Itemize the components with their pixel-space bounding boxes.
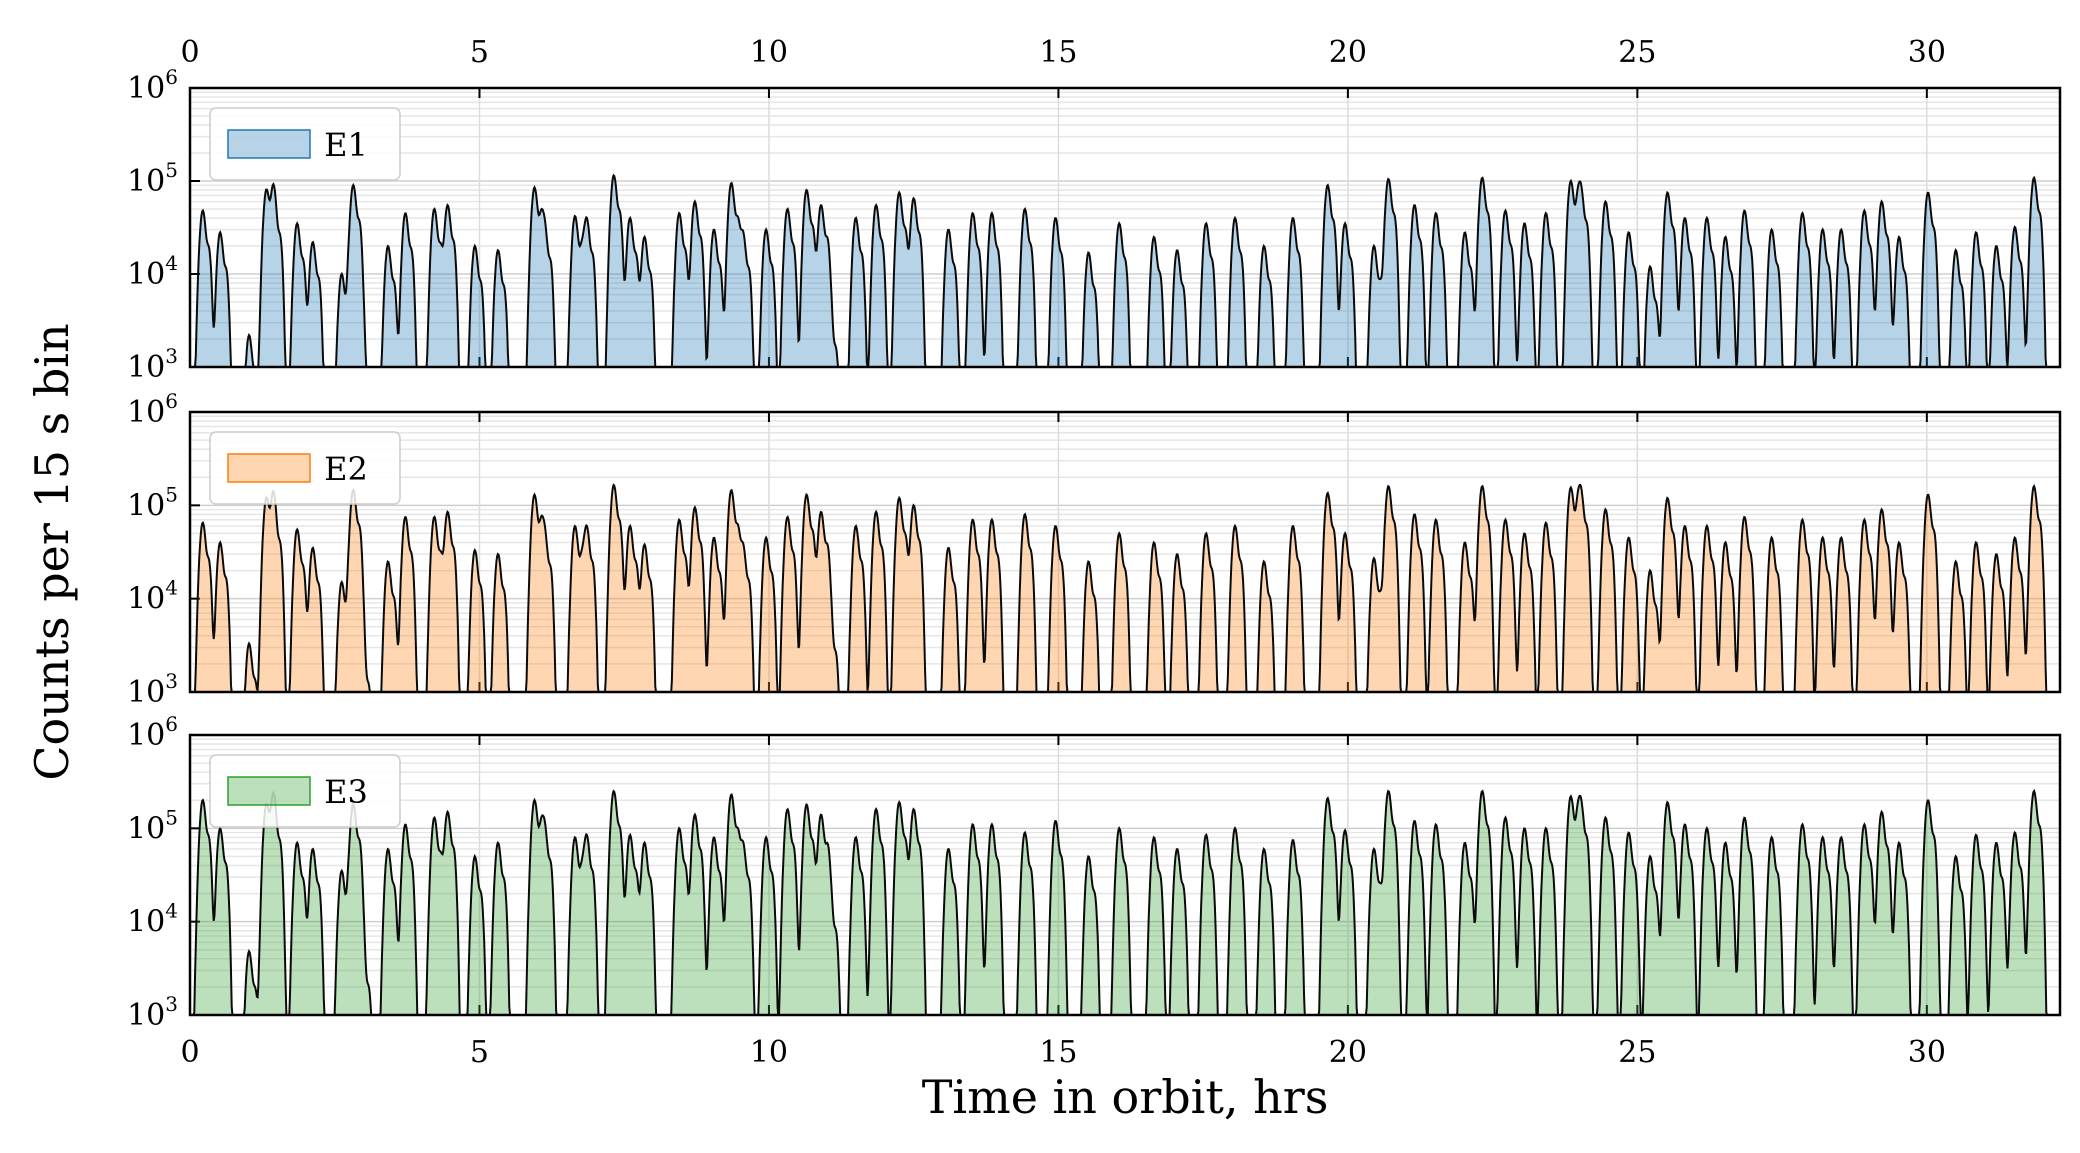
x-tick-label: 5	[470, 1035, 489, 1070]
series-e1	[190, 173, 2060, 367]
x-tick-label-top: 10	[750, 35, 788, 70]
series-line	[190, 788, 2060, 1015]
y-tick-label: 104	[127, 251, 178, 292]
panel-e3: 103 104 105 106 E3	[127, 712, 2062, 1033]
legend-swatch	[227, 129, 311, 159]
legend-swatch	[227, 453, 311, 483]
y-tick-label: 104	[127, 576, 178, 617]
panel-e1: 103 104 105 106 E1	[127, 65, 2062, 385]
x-tick-label-top: 20	[1329, 35, 1367, 70]
legend-label: E2	[324, 450, 368, 488]
y-tick-label: 106	[127, 712, 178, 753]
series-line	[190, 483, 2060, 692]
axes-frame	[188, 733, 2062, 1017]
legend-label: E3	[324, 773, 368, 811]
x-tick-label: 15	[1039, 1035, 1077, 1070]
x-tick-label: 10	[750, 1035, 788, 1070]
series-area	[190, 791, 2060, 1015]
x-tick-label-top: 15	[1039, 35, 1077, 70]
series-area	[190, 175, 2060, 367]
x-tick-label: 0	[180, 1035, 199, 1070]
y-tick-label: 106	[127, 65, 178, 106]
x-tick-label: 30	[1908, 1035, 1946, 1070]
series-area	[190, 484, 2060, 692]
x-tick-label-top: 5	[470, 35, 489, 70]
y-axis-label: Counts per 15 s bin	[25, 323, 79, 780]
x-tick-label-top: 30	[1908, 35, 1946, 70]
legend-box	[209, 107, 401, 181]
axes-frame	[188, 410, 2062, 694]
legend-swatch	[227, 776, 311, 806]
series-line	[190, 173, 2060, 367]
x-tick-label-top: 0	[180, 35, 199, 70]
series-e3	[190, 788, 2060, 1015]
legend: E3	[209, 754, 401, 828]
legend: E1	[209, 107, 401, 181]
legend: E2	[209, 431, 401, 505]
y-tick-label: 105	[127, 805, 178, 846]
series-e2	[190, 483, 2060, 692]
panel-e2: 103 104 105 106 E2	[127, 389, 2062, 710]
y-tick-label: 105	[127, 482, 178, 523]
legend-label: E1	[324, 126, 368, 164]
y-tick-label: 106	[127, 389, 178, 430]
x-tick-label-top: 25	[1618, 35, 1656, 70]
y-tick-label: 104	[127, 899, 178, 940]
y-tick-label: 103	[127, 992, 178, 1033]
x-axis-label: Time in orbit, hrs	[922, 1070, 1329, 1124]
legend-box	[209, 431, 401, 505]
y-tick-label: 105	[127, 158, 178, 199]
x-tick-label: 25	[1618, 1035, 1656, 1070]
y-tick-label: 103	[127, 344, 178, 385]
axes-frame	[188, 86, 2062, 369]
x-tick-label: 20	[1329, 1035, 1367, 1070]
y-tick-label: 103	[127, 669, 178, 710]
legend-box	[209, 754, 401, 828]
